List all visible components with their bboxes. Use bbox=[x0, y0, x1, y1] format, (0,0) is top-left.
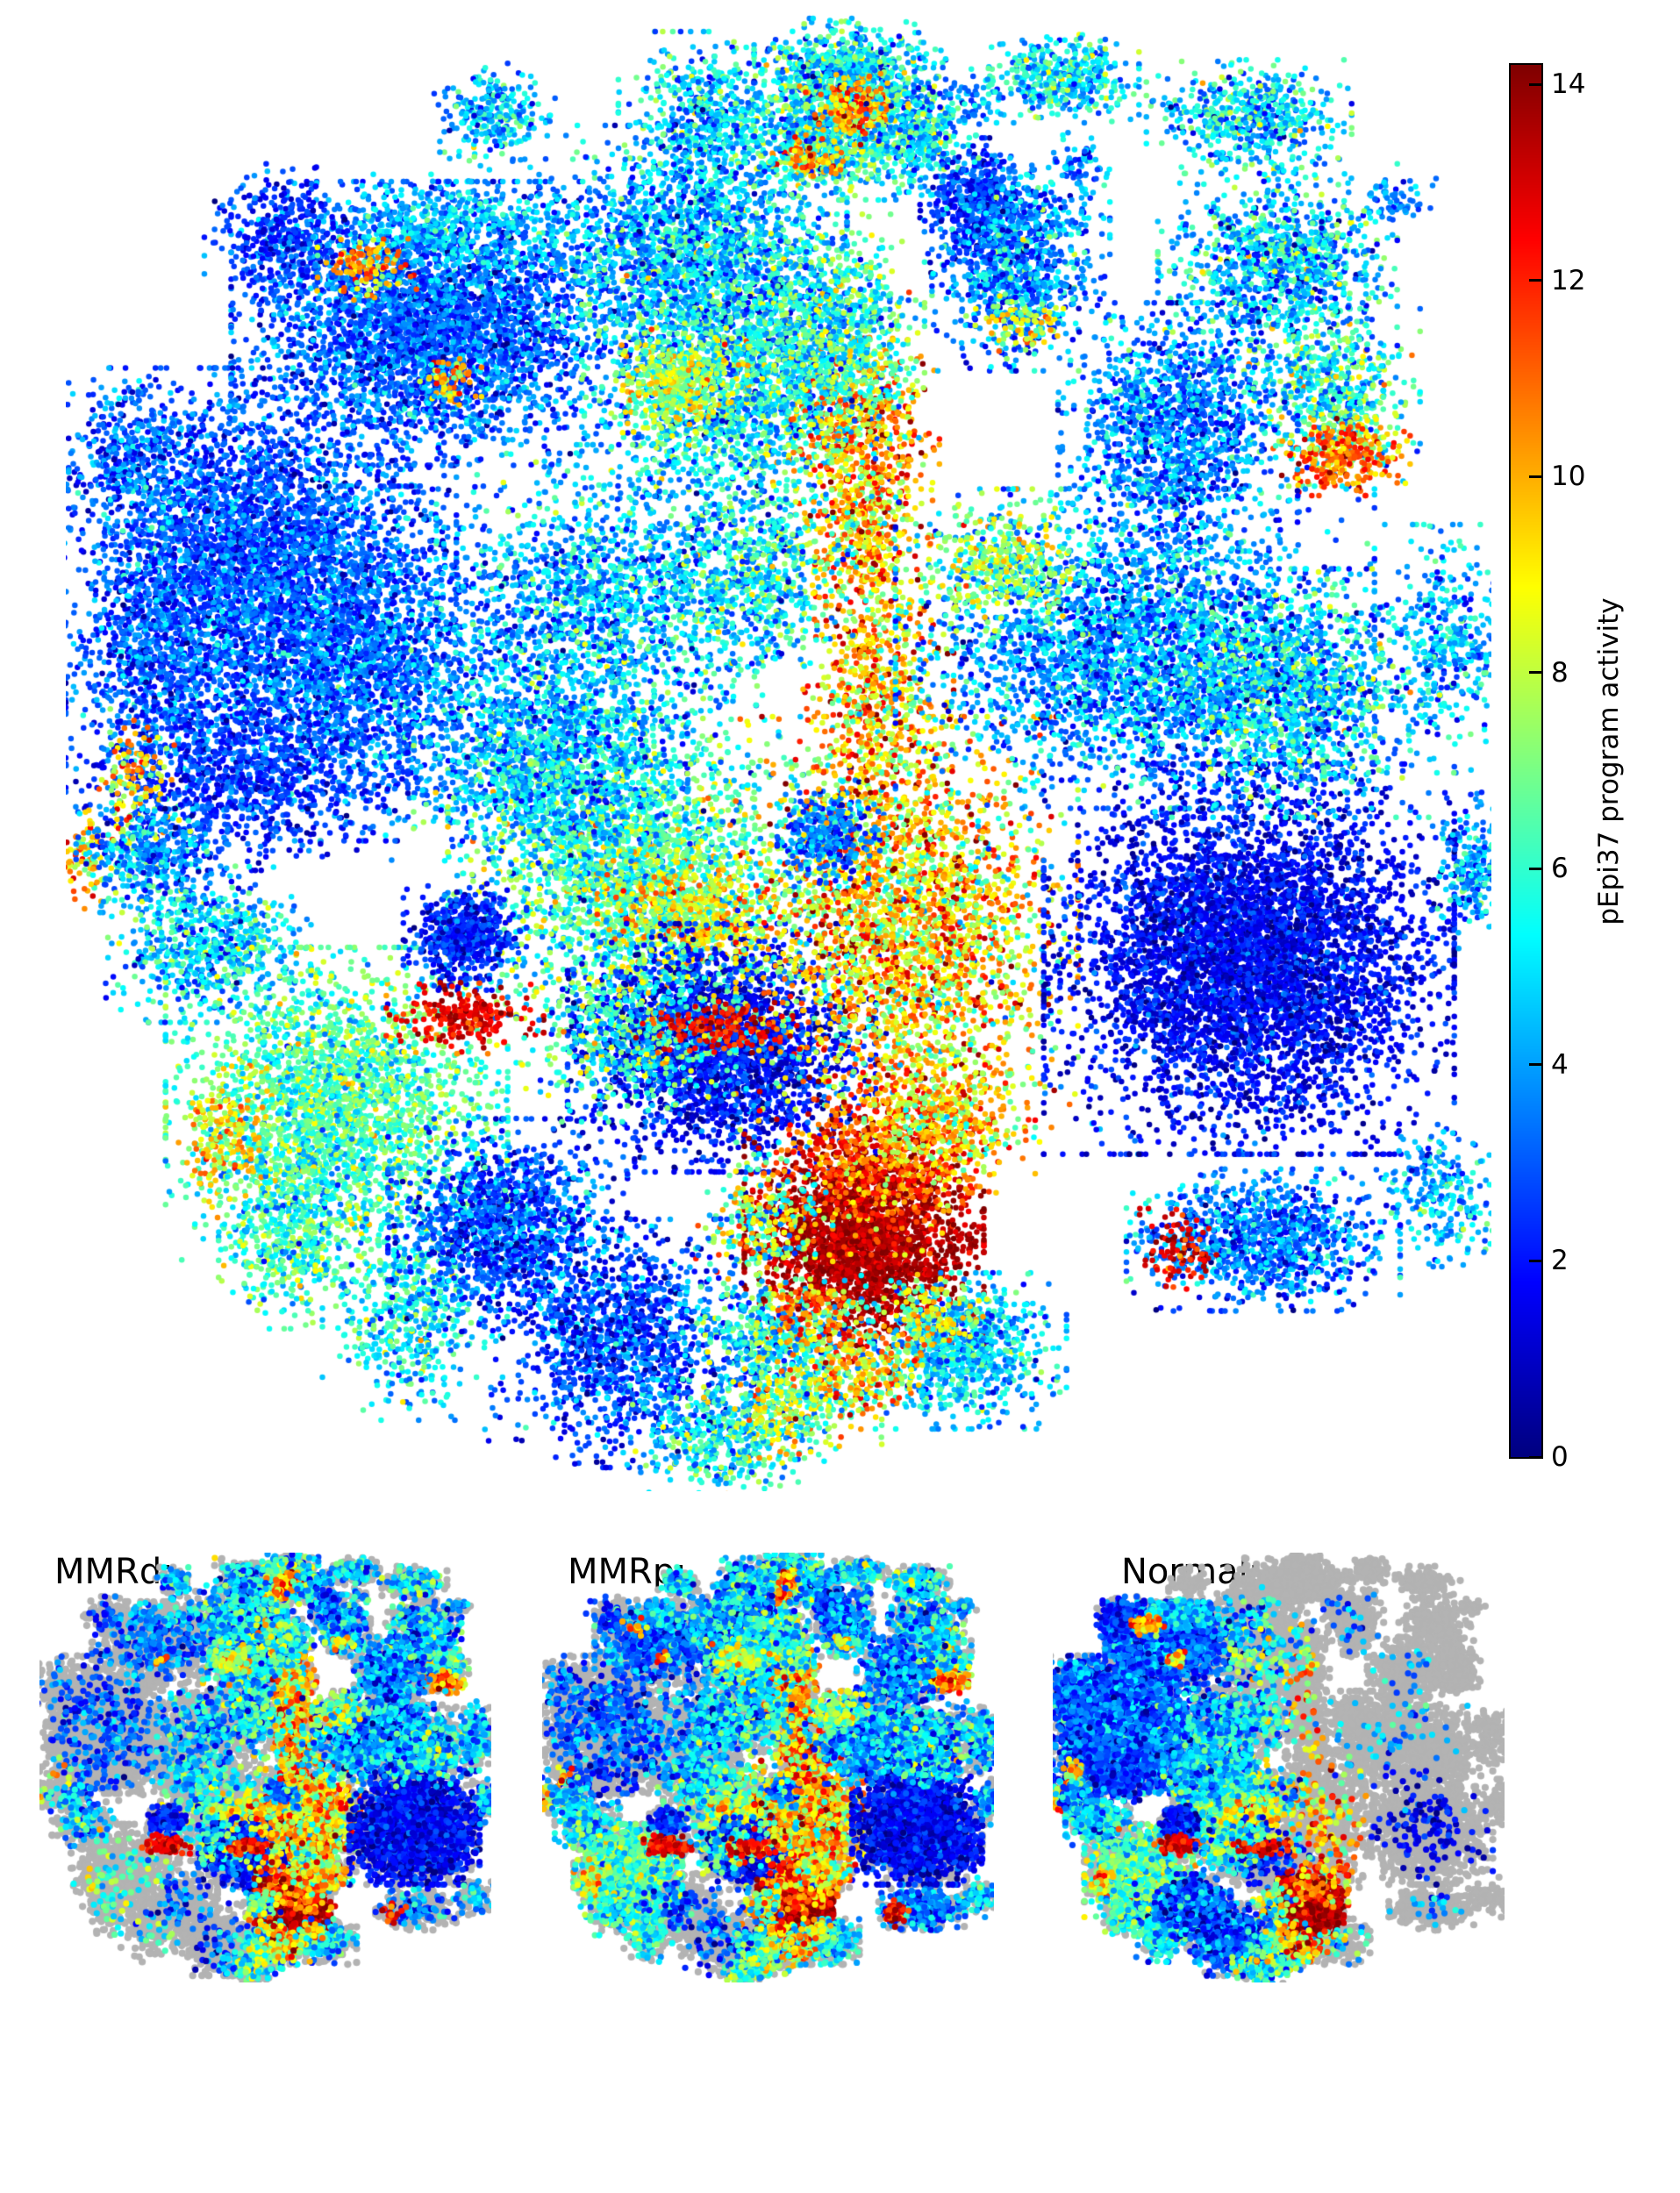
colorbar-tick bbox=[1529, 82, 1541, 86]
colorbar-label: pEpi37 program activity bbox=[1593, 597, 1625, 925]
colorbar-tick-label: 12 bbox=[1551, 264, 1586, 296]
colorbar-tick bbox=[1529, 867, 1541, 870]
colorbar-tick-label: 14 bbox=[1551, 68, 1586, 101]
colorbar-tick-label: 2 bbox=[1551, 1245, 1569, 1277]
colorbar-tick bbox=[1529, 1259, 1541, 1262]
colorbar-tick-label: 0 bbox=[1551, 1441, 1569, 1473]
tsne-mmrp-subset-canvas bbox=[542, 1553, 994, 1982]
colorbar-tick bbox=[1529, 1455, 1541, 1459]
colorbar-tick-label: 4 bbox=[1551, 1048, 1569, 1081]
colorbar-tick bbox=[1529, 475, 1541, 478]
colorbar-tick-label: 6 bbox=[1551, 853, 1569, 885]
colorbar-tick bbox=[1529, 279, 1541, 282]
colorbar-tick-label: 8 bbox=[1551, 656, 1569, 689]
colorbar-tick-label: 10 bbox=[1551, 461, 1586, 493]
colorbar-gradient bbox=[1509, 63, 1543, 1459]
tsne-mmrd-subset-canvas bbox=[39, 1553, 491, 1982]
tsne-main-scatter-canvas bbox=[66, 13, 1491, 1491]
colorbar-tick bbox=[1529, 1063, 1541, 1067]
tsne-normal-subset-canvas bbox=[1053, 1553, 1505, 1982]
colorbar-tick bbox=[1529, 671, 1541, 675]
